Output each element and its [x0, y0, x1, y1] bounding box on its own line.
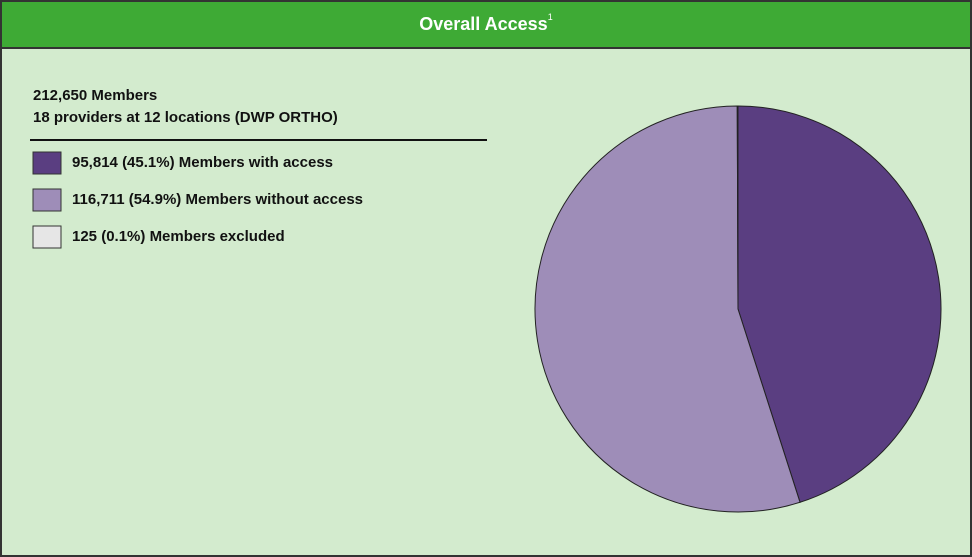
legend-value: 95,814: [72, 154, 119, 171]
title-superscript: 1: [548, 12, 553, 22]
legend-name: Members excluded: [150, 228, 285, 245]
legend-swatch: [32, 225, 62, 249]
legend-entry: 125 (0.1%) Members excluded: [72, 228, 285, 245]
legend-swatch: [32, 188, 62, 212]
legend-name: Members with access: [179, 154, 333, 171]
legend-percent: (0.1%): [101, 228, 145, 245]
legend-percent: (54.9%): [129, 191, 182, 208]
legend-percent: (45.1%): [122, 154, 175, 171]
pie-slice: [534, 105, 801, 513]
title-text: Overall Access: [419, 14, 547, 34]
legend-value: 116,711: [72, 191, 125, 208]
subtitle: 18 providers at 12 locations (DWP ORTHO): [33, 109, 338, 126]
chart-title: Overall Access1: [419, 12, 552, 33]
subtitle: 212,650 Members: [33, 87, 157, 104]
legend-entry: 95,814 (45.1%) Members with access: [72, 154, 333, 171]
legend-name: Members without access: [185, 191, 363, 208]
legend-value: 125: [72, 228, 97, 245]
pie-slice: [736, 105, 739, 310]
header-bar: [0, 0, 972, 49]
legend-entry: 116,711 (54.9%) Members without access: [72, 191, 363, 208]
legend-swatch: [32, 151, 62, 175]
pie-slice: [737, 105, 942, 503]
